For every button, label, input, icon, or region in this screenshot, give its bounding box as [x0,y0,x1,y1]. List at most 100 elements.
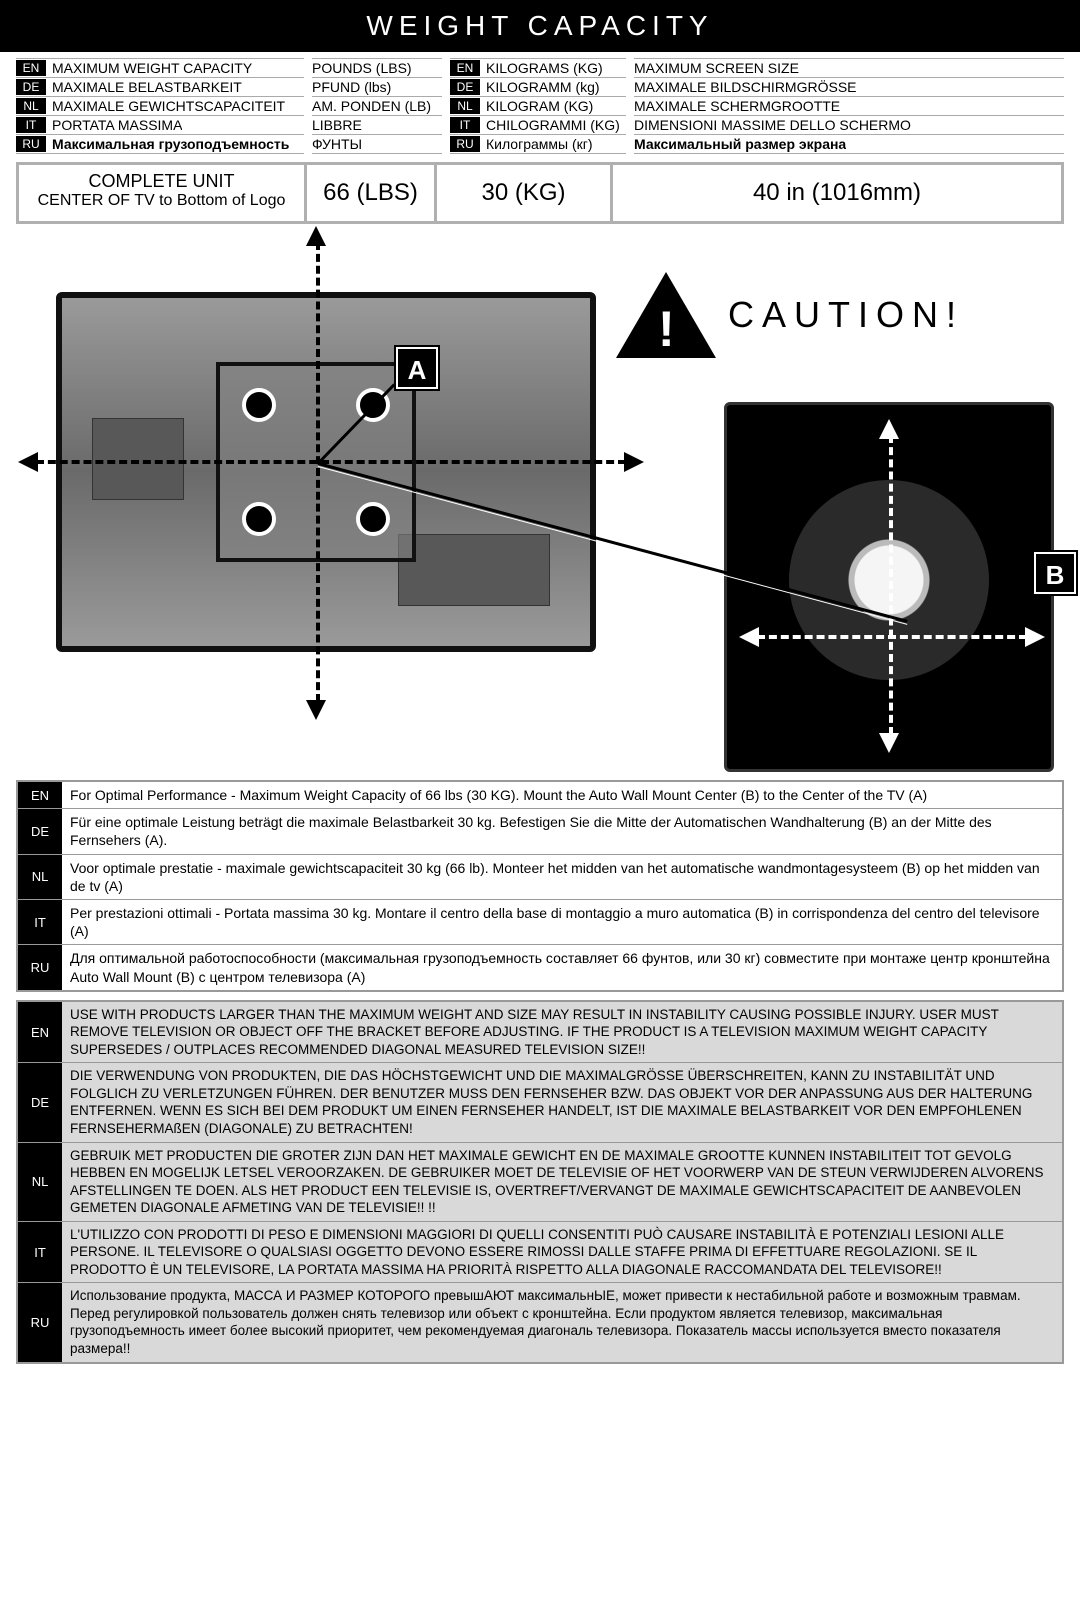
header-row: DE KILOGRAMM (kg) [450,77,626,96]
value-unit-line1: COMPLETE UNIT [23,171,300,192]
note-text: Для оптимальной работоспособности (макси… [62,945,1062,989]
header-text: CHILOGRAMMI (KG) [486,117,620,133]
diagram: A CAUTION! B [16,232,1064,772]
note-row: DEDIE VERWENDUNG VON PRODUKTEN, DIE DAS … [18,1062,1062,1141]
lang-badge: RU [18,1283,62,1361]
header-row: Максимальный размер экрана [634,134,1064,153]
header-text: Максимальный размер экрана [634,136,846,152]
label-b: B [1034,552,1076,594]
note-text: Использование продукта, МАССА И РАЗМЕР К… [62,1283,1062,1361]
note-text: Für eine optimale Leistung beträgt die m… [62,809,1062,853]
lang-badge: NL [18,1143,62,1221]
lang-badge: NL [16,98,46,114]
header-row: POUNDS (LBS) [312,58,442,77]
note-text: DIE VERWENDUNG VON PRODUKTEN, DIE DAS HÖ… [62,1063,1062,1141]
header-row: MAXIMALE BILDSCHIRMGRÖSSE [634,77,1064,96]
header-text: MAXIMALE SCHERMGROOTTE [634,98,840,114]
header-text: MAXIMALE BELASTBARKEIT [52,79,242,95]
header-text: MAXIMALE BILDSCHIRMGRÖSSE [634,79,857,95]
header-text: PORTATA MASSIMA [52,117,182,133]
note-row: ITPer prestazioni ottimali - Portata mas… [18,899,1062,944]
header-text: AM. PONDEN (LB) [312,98,431,114]
arrow-head-up-icon [306,226,326,246]
vesa-hole [242,388,276,422]
lang-badge: RU [16,136,46,152]
header-text: KILOGRAM (KG) [486,98,593,114]
header-text: POUNDS (LBS) [312,60,412,76]
header-col-pounds: POUNDS (LBS) PFUND (lbs) AM. PONDEN (LB) LI… [312,58,442,154]
header-text: KILOGRAMM (kg) [486,79,600,95]
note-text: For Optimal Performance - Maximum Weight… [62,782,1062,808]
note-text: GEBRUIK MET PRODUCTEN DIE GROTER ZIJN DA… [62,1143,1062,1221]
header-text: Максимальная грузоподъемность [52,136,289,152]
lang-badge: DE [18,1063,62,1141]
note-row: ENFor Optimal Performance - Maximum Weig… [18,782,1062,808]
lang-badge: NL [18,855,62,899]
header-row: NL KILOGRAM (KG) [450,96,626,115]
header-row: RU Максимальная грузоподъемность [16,134,304,153]
lang-badge: EN [18,1002,62,1063]
caution-block: CAUTION! [616,272,964,358]
page-title: WEIGHT CAPACITY [0,0,1080,52]
warning-triangle-icon [616,272,716,358]
warning-table: ENUSE WITH PRODUCTS LARGER THAN THE MAXI… [16,1000,1064,1364]
note-text: Per prestazioni ottimali - Portata massi… [62,900,1062,944]
arrow-head-right-icon [624,452,644,472]
arrow-vertical [316,242,320,702]
value-lbs: 66 (LBS) [307,165,437,221]
header-row: EN KILOGRAMS (KG) [450,58,626,77]
value-row: COMPLETE UNIT CENTER OF TV to Bottom of … [16,162,1064,224]
arrow-head-down-icon [306,700,326,720]
lang-badge: EN [450,60,480,76]
header-text: DIMENSIONI MASSIME DELLO SCHERMO [634,117,911,133]
lang-badge: RU [450,136,480,152]
header-row: MAXIMUM SCREEN SIZE [634,58,1064,77]
note-row: RUДля оптимальной работоспособности (мак… [18,944,1062,989]
lang-badge: NL [450,98,480,114]
note-row: RUИспользование продукта, МАССА И РАЗМЕР… [18,1282,1062,1361]
header-row: AM. PONDEN (LB) [312,96,442,115]
lang-badge: IT [450,117,480,133]
header-row: DE MAXIMALE BELASTBARKEIT [16,77,304,96]
lang-badge: EN [16,60,46,76]
lang-badge: IT [18,1222,62,1283]
value-unit-line2: CENTER OF TV to Bottom of Logo [23,192,300,210]
note-row: NLVoor optimale prestatie - maximale gew… [18,854,1062,899]
value-unit: COMPLETE UNIT CENTER OF TV to Bottom of … [19,165,307,221]
header-row: DIMENSIONI MASSIME DELLO SCHERMO [634,115,1064,134]
arrow-head-up-icon [879,419,899,439]
mount-arrow-v [889,435,893,735]
header-text: ФУНТЫ [312,136,362,152]
value-kg: 30 (KG) [437,165,613,221]
lang-badge: DE [16,79,46,95]
label-a: A [396,347,438,389]
header-text: PFUND (lbs) [312,79,391,95]
vesa-hole [242,502,276,536]
header-text: MAXIMALE GEWICHTSCAPACITEIT [52,98,285,114]
header-row: MAXIMALE SCHERMGROOTTE [634,96,1064,115]
header-row: RU Килограммы (кг) [450,134,626,153]
header-text: Килограммы (кг) [486,136,593,152]
lang-badge: DE [18,809,62,853]
note-row: ENUSE WITH PRODUCTS LARGER THAN THE MAXI… [18,1002,1062,1063]
note-row: ITL'UTILIZZO CON PRODOTTI DI PESO E DIME… [18,1221,1062,1283]
arrow-horizontal [36,460,626,464]
header-row: LIBBRE [312,115,442,134]
header-row: PFUND (lbs) [312,77,442,96]
value-screen: 40 in (1016mm) [613,165,1061,221]
lang-badge: RU [18,945,62,989]
header-col-kg: EN KILOGRAMS (KG) DE KILOGRAMM (kg) NL KILOGR… [450,58,626,154]
header-text: KILOGRAMS (KG) [486,60,603,76]
lang-badge: DE [450,79,480,95]
header-text: LIBBRE [312,117,362,133]
header-row: ФУНТЫ [312,134,442,153]
lang-badge: EN [18,782,62,808]
note-text: USE WITH PRODUCTS LARGER THAN THE MAXIMU… [62,1002,1062,1063]
header-row: IT CHILOGRAMMI (KG) [450,115,626,134]
note-text: L'UTILIZZO CON PRODOTTI DI PESO E DIMENS… [62,1222,1062,1283]
arrow-head-left-icon [18,452,38,472]
note-row: NLGEBRUIK MET PRODUCTEN DIE GROTER ZIJN … [18,1142,1062,1221]
arrow-head-down-icon [879,733,899,753]
arrow-head-left-icon [739,627,759,647]
mount-arrow-h [757,635,1027,639]
